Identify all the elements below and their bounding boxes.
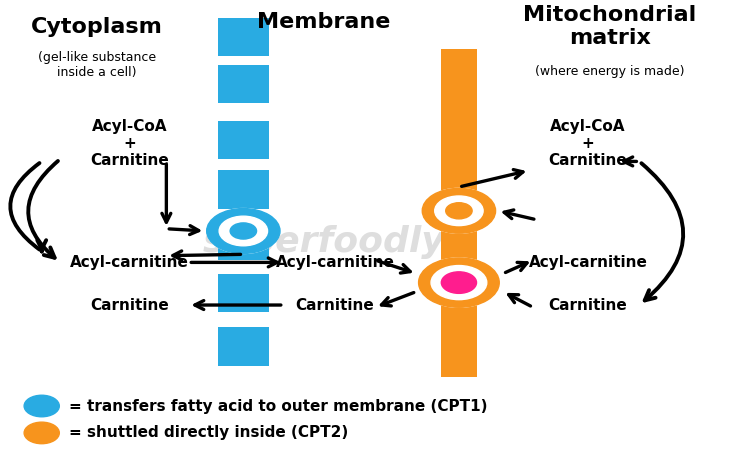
Text: Acyl-carnitine: Acyl-carnitine [275, 255, 394, 270]
Circle shape [422, 188, 495, 233]
Circle shape [24, 422, 60, 444]
Circle shape [419, 258, 499, 307]
FancyBboxPatch shape [218, 121, 269, 159]
Text: Acyl-carnitine: Acyl-carnitine [528, 255, 648, 270]
Text: = shuttled directly inside (CPT2): = shuttled directly inside (CPT2) [69, 425, 348, 441]
Text: Acyl-CoA
+
Carnitine: Acyl-CoA + Carnitine [548, 118, 627, 168]
Circle shape [442, 272, 476, 293]
Text: (where energy is made): (where energy is made) [535, 65, 684, 78]
Circle shape [422, 188, 495, 233]
Text: superfoodly: superfoodly [202, 225, 445, 259]
Circle shape [207, 208, 280, 253]
Text: Carnitine: Carnitine [91, 297, 169, 313]
FancyBboxPatch shape [218, 65, 269, 103]
Circle shape [230, 223, 257, 239]
Circle shape [207, 208, 280, 253]
FancyBboxPatch shape [218, 222, 269, 260]
FancyBboxPatch shape [218, 327, 269, 366]
FancyBboxPatch shape [218, 170, 269, 208]
Circle shape [419, 258, 499, 307]
Circle shape [24, 395, 60, 417]
Text: Acyl-CoA
+
Carnitine: Acyl-CoA + Carnitine [91, 118, 169, 168]
FancyBboxPatch shape [218, 18, 269, 56]
Text: Cytoplasm: Cytoplasm [31, 17, 163, 37]
Circle shape [431, 266, 486, 300]
Text: Acyl-carnitine: Acyl-carnitine [70, 255, 189, 270]
Circle shape [446, 203, 472, 219]
FancyBboxPatch shape [442, 49, 476, 377]
Text: = transfers fatty acid to outer membrane (CPT1): = transfers fatty acid to outer membrane… [69, 398, 487, 414]
Text: Carnitine: Carnitine [296, 297, 375, 313]
Circle shape [435, 196, 483, 226]
Text: Carnitine: Carnitine [548, 297, 627, 313]
Text: Membrane: Membrane [258, 12, 391, 32]
Circle shape [219, 216, 268, 246]
Text: (gel-like substance
inside a cell): (gel-like substance inside a cell) [38, 51, 156, 79]
Text: Mitochondrial
matrix: Mitochondrial matrix [523, 5, 696, 48]
FancyBboxPatch shape [218, 274, 269, 312]
